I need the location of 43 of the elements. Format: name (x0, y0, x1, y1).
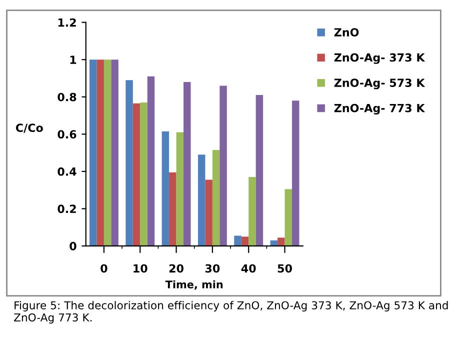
x-tick-label: 50 (278, 264, 292, 273)
bar (248, 177, 256, 246)
y-tick-label: 0.8 (58, 92, 76, 102)
legend-label: ZnO-Ag- 573 K (334, 78, 426, 90)
y-tick-label: 1.2 (58, 18, 76, 27)
y-tick-label: 0.6 (58, 130, 76, 139)
bar (147, 76, 155, 246)
bar (284, 189, 292, 246)
y-tick-label: 0.4 (58, 167, 76, 176)
legend-label: ZnO-Ag- 773 K (334, 104, 426, 114)
x-tick-label: 10 (134, 264, 148, 273)
y-axis-title: C/Co (16, 124, 43, 133)
y-tick-label: 0.2 (58, 204, 76, 214)
x-axis-title: Time, min (165, 280, 223, 290)
bar (212, 150, 220, 246)
bar (176, 132, 184, 246)
x-tick-label: 0 (100, 264, 108, 273)
bar (234, 236, 242, 246)
x-tick-label: 20 (169, 264, 184, 273)
bar (132, 103, 140, 246)
bar (220, 86, 227, 246)
bar (169, 172, 176, 246)
bar (140, 102, 148, 246)
bar (205, 180, 212, 246)
legend-label: ZnO (334, 28, 359, 36)
bar (198, 154, 206, 246)
bar (162, 131, 170, 246)
bar (111, 60, 118, 246)
bar (241, 236, 249, 246)
bar (96, 60, 104, 246)
legend-label: ZnO-Ag- 373 K (334, 53, 426, 64)
x-tick-label: 40 (241, 264, 256, 273)
bar (104, 60, 112, 246)
bar (278, 238, 285, 246)
y-tick-label: 1 (70, 56, 76, 64)
bar (184, 82, 191, 246)
caption: Figure 5: The decolorization efficiency of ZnO, ZnO-Ag 373 K, ZnO-Ag 573 K and ZnO-Ag 773 K. (14, 301, 448, 324)
bar (89, 60, 97, 246)
bar (292, 100, 300, 246)
x-tick-label: 30 (205, 264, 220, 273)
bar (256, 95, 264, 246)
bar (126, 80, 133, 246)
y-tick-label: 0 (70, 242, 76, 250)
